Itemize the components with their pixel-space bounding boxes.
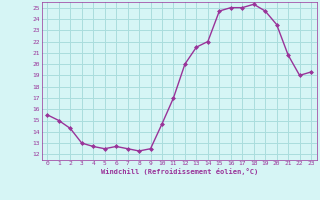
X-axis label: Windchill (Refroidissement éolien,°C): Windchill (Refroidissement éolien,°C): [100, 168, 258, 175]
